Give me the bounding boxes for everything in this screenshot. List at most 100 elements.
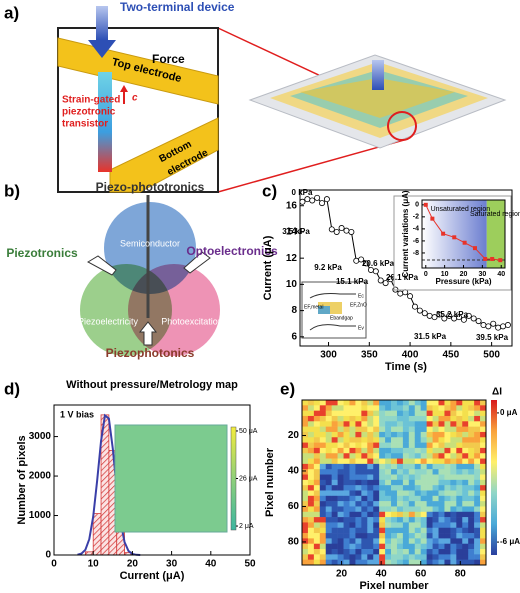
heatmap-texture [355, 447, 362, 454]
bar [92, 513, 102, 556]
heatmap-texture [319, 495, 327, 502]
heatmap-texture [432, 458, 439, 465]
data-point [299, 198, 306, 205]
data-point [441, 231, 446, 236]
heatmap-texture [396, 447, 404, 454]
heatmap-texture [385, 533, 392, 539]
heatmap-texture [319, 527, 327, 534]
heatmap-texture [444, 522, 451, 529]
heatmap-texture [319, 517, 327, 523]
heatmap-texture [349, 463, 356, 470]
heatmap-texture [414, 490, 422, 497]
panel-label: c) [262, 181, 277, 200]
heatmap-texture [426, 501, 433, 507]
heatmap-texture [468, 522, 475, 529]
heatmap-texture [391, 447, 398, 454]
heatmap-texture [313, 501, 321, 507]
heatmap-texture [325, 479, 332, 486]
data-point [377, 277, 384, 284]
heatmap-texture [468, 426, 475, 433]
arrow [86, 255, 117, 276]
heatmap-texture [385, 463, 392, 470]
heatmap-texture [402, 533, 410, 539]
heatmap-texture [319, 421, 327, 427]
heatmap-texture [313, 410, 321, 417]
heatmap-texture [468, 490, 475, 497]
heatmap-texture [379, 543, 386, 550]
heatmap-texture [450, 485, 457, 491]
heatmap-texture [349, 554, 356, 560]
band-label: Ebandgap [330, 315, 353, 321]
heatmap-texture [331, 559, 338, 566]
heatmap-texture [367, 511, 374, 518]
c-label: c [132, 93, 138, 104]
data-point [353, 257, 360, 264]
heatmap-texture [408, 469, 416, 475]
heatmap-texture [426, 479, 433, 486]
heatmap-texture [337, 458, 344, 465]
heatmap-texture [385, 538, 392, 545]
heatmap-texture [480, 458, 487, 465]
heatmap-texture [456, 453, 463, 459]
heatmap-texture [462, 527, 469, 534]
heatmap-texture [325, 469, 332, 475]
heatmap-texture [462, 453, 469, 459]
heatmap-texture [361, 479, 368, 486]
heatmap-texture [391, 474, 398, 481]
heatmap-texture [385, 554, 392, 560]
heatmap-texture [432, 463, 439, 470]
heatmap-texture [355, 400, 362, 406]
heatmap-texture [349, 474, 356, 481]
heatmap-texture [480, 431, 487, 438]
heatmap-texture [319, 549, 327, 555]
heatmap-texture [408, 559, 416, 566]
heatmap-texture [396, 405, 404, 411]
heatmap-texture [325, 415, 332, 422]
heatmap-texture [468, 479, 475, 486]
heatmap-texture [414, 431, 422, 438]
heatmap-texture [462, 511, 469, 518]
heatmap-texture [402, 517, 410, 523]
heatmap-texture [468, 442, 475, 449]
heatmap-texture [456, 415, 463, 422]
annotation: 0 kPa [292, 188, 313, 197]
heatmap-texture [468, 485, 475, 491]
heatmap-texture [313, 453, 321, 459]
heatmap-texture [396, 527, 404, 534]
heatmap-texture [391, 405, 398, 411]
heatmap-texture [325, 474, 332, 481]
heatmap-texture [468, 421, 475, 427]
heatmap-texture [385, 426, 392, 433]
heatmap-texture [313, 474, 321, 481]
heatmap-texture [408, 431, 416, 438]
x-axis-label: Current (μA) [120, 570, 185, 582]
heatmap-texture [361, 538, 368, 545]
heatmap-texture [432, 527, 439, 534]
heatmap-texture [331, 549, 338, 555]
heatmap-texture [456, 511, 463, 518]
heatmap-texture [337, 447, 344, 454]
heatmap-texture [302, 421, 309, 427]
colorbar-label: 50 μA [239, 428, 258, 435]
heatmap-texture [396, 479, 404, 486]
data-point [411, 303, 418, 310]
heatmap-texture [444, 506, 451, 513]
heatmap-texture [438, 501, 445, 507]
heatmap-texture [420, 410, 427, 417]
heatmap-texture [480, 495, 487, 502]
heatmap-texture [462, 437, 469, 443]
heatmap-texture [379, 442, 386, 449]
heatmap-texture [355, 453, 362, 459]
heatmap-texture [385, 506, 392, 513]
heatmap-texture [337, 549, 344, 555]
heatmap-texture [438, 405, 445, 411]
heatmap-texture [450, 554, 457, 560]
heatmap-texture [438, 426, 445, 433]
x-tick-label: 20 [460, 271, 468, 278]
heatmap-texture [385, 485, 392, 491]
heatmap-texture [456, 479, 463, 486]
heatmap-texture [349, 527, 356, 534]
heatmap-texture [474, 559, 481, 566]
heatmap-texture [408, 437, 416, 443]
heatmap-texture [456, 437, 463, 443]
